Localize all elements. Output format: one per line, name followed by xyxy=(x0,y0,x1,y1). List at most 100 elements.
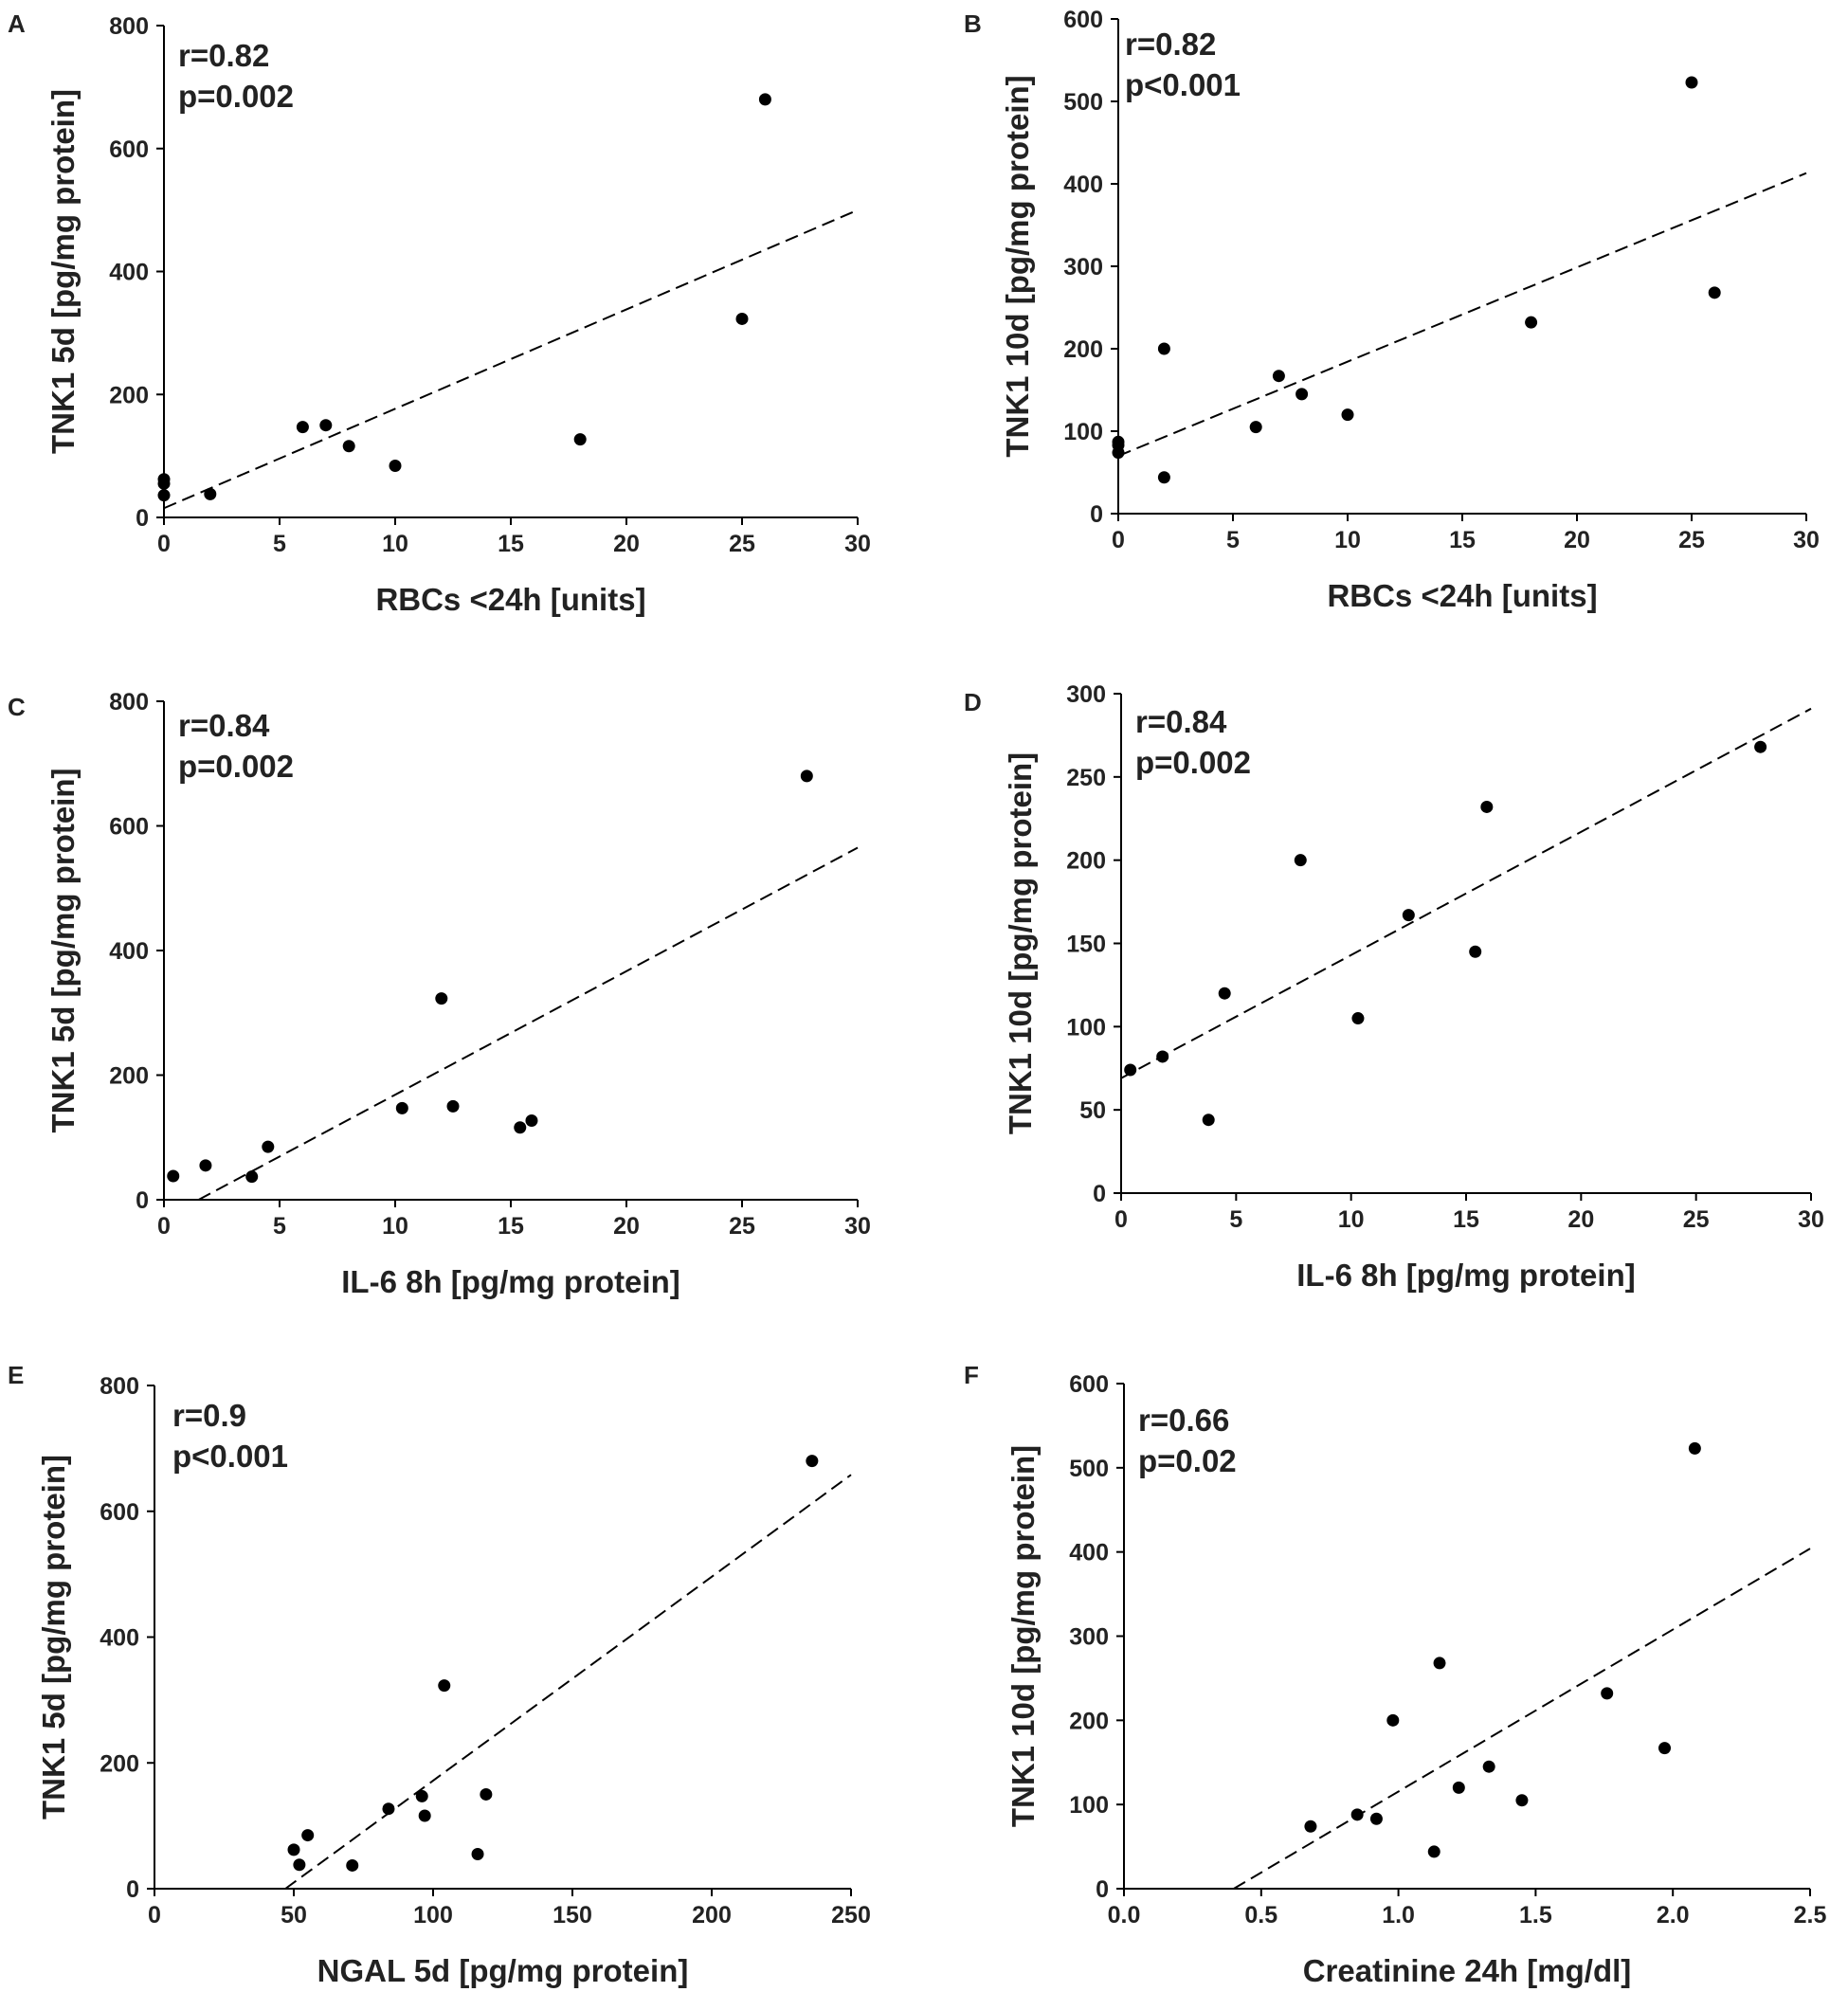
data-point xyxy=(1113,436,1125,448)
x-tick-label: 15 xyxy=(1449,527,1476,553)
data-point xyxy=(480,1788,492,1801)
y-tick-label: 400 xyxy=(109,260,149,286)
panel-letter: E xyxy=(8,1361,24,1389)
data-point xyxy=(419,1810,431,1822)
panel-letter: A xyxy=(8,9,26,38)
data-point xyxy=(574,433,587,445)
data-point xyxy=(1754,741,1766,753)
y-axis-title: TNK1 10d [pg/mg protein] xyxy=(1000,75,1035,457)
x-tick-label: 15 xyxy=(1453,1206,1479,1233)
x-tick-label: 0 xyxy=(1112,527,1125,553)
data-point xyxy=(158,489,171,501)
x-axis-title: IL-6 8h [pg/mg protein] xyxy=(341,1264,679,1299)
y-tick-label: 200 xyxy=(1069,1708,1109,1734)
data-point xyxy=(447,1100,460,1113)
y-tick-label: 400 xyxy=(100,1625,139,1652)
x-tick-label: 150 xyxy=(553,1902,592,1929)
data-point xyxy=(1709,286,1721,299)
x-tick-label: 5 xyxy=(1229,1206,1242,1233)
data-point xyxy=(1304,1820,1316,1833)
x-tick-label: 30 xyxy=(844,531,871,557)
y-tick-label: 600 xyxy=(1063,7,1103,33)
x-tick-label: 0.5 xyxy=(1244,1902,1277,1929)
y-tick-label: 200 xyxy=(109,1063,149,1090)
data-point xyxy=(806,1455,818,1467)
x-tick-label: 25 xyxy=(729,531,755,557)
data-point xyxy=(1434,1657,1446,1669)
regression-line xyxy=(1118,173,1806,456)
x-tick-label: 10 xyxy=(382,1213,408,1240)
x-tick-label: 20 xyxy=(613,531,640,557)
x-tick-label: 30 xyxy=(1793,527,1820,553)
x-tick-label: 50 xyxy=(281,1902,307,1929)
regression-line xyxy=(199,848,858,1200)
y-tick-label: 150 xyxy=(1066,932,1106,958)
data-point xyxy=(1295,854,1307,866)
p-value: p=0.002 xyxy=(178,749,294,784)
y-tick-label: 250 xyxy=(1066,765,1106,791)
x-axis-title: IL-6 8h [pg/mg protein] xyxy=(1296,1258,1635,1293)
data-point xyxy=(1658,1742,1671,1754)
data-point xyxy=(158,473,171,485)
x-axis-title: NGAL 5d [pg/mg protein] xyxy=(317,1953,689,1988)
panel-letter: D xyxy=(964,688,982,716)
data-point xyxy=(1403,909,1415,921)
x-axis-title: Creatinine 24h [mg/dl] xyxy=(1303,1953,1632,1988)
y-tick-label: 0 xyxy=(1090,501,1103,528)
y-tick-label: 100 xyxy=(1069,1792,1109,1819)
data-point xyxy=(1386,1714,1399,1727)
panel-e: E 0 50 100 150 200 250 0 200 400 600 800 NGAL 5d [pg… xyxy=(8,1361,871,1988)
y-tick-label: 0 xyxy=(1093,1181,1106,1207)
p-value: p=0.002 xyxy=(178,79,294,114)
y-tick-label: 0 xyxy=(136,505,149,532)
panel-f: F 0.0 0.5 1.0 1.5 2.0 2.5 0 100 200 300 400 500 600 Cr… xyxy=(964,1361,1826,1988)
x-tick-label: 5 xyxy=(273,1213,286,1240)
x-tick-label: 30 xyxy=(1798,1206,1824,1233)
x-tick-label: 0 xyxy=(148,1902,161,1929)
x-axis-title: RBCs <24h [units] xyxy=(375,582,645,617)
y-tick-label: 0 xyxy=(126,1876,139,1903)
y-tick-label: 400 xyxy=(1063,172,1103,198)
data-point xyxy=(514,1121,526,1133)
x-tick-label: 5 xyxy=(1226,527,1240,553)
x-tick-label: 5 xyxy=(273,531,286,557)
data-point xyxy=(435,992,447,1005)
x-tick-label: 25 xyxy=(1683,1206,1710,1233)
r-value: r=0.82 xyxy=(178,38,269,73)
data-point xyxy=(1351,1012,1364,1024)
regression-line xyxy=(285,1475,851,1889)
data-point xyxy=(1601,1687,1613,1699)
r-value: r=0.9 xyxy=(172,1398,246,1433)
data-point xyxy=(245,1170,258,1183)
data-point xyxy=(736,313,749,325)
data-point xyxy=(416,1790,428,1802)
x-tick-label: 1.5 xyxy=(1519,1902,1552,1929)
y-axis-title: TNK1 5d [pg/mg protein] xyxy=(36,1455,71,1820)
x-tick-label: 10 xyxy=(1334,527,1361,553)
y-tick-label: 300 xyxy=(1063,254,1103,281)
data-point xyxy=(301,1829,314,1841)
panel-a: A 0 5 10 15 20 25 30 0 200 400 600 800 RBCs <24h [uni… xyxy=(8,9,871,617)
x-tick-label: 0 xyxy=(1114,1206,1128,1233)
y-tick-label: 100 xyxy=(1063,419,1103,445)
data-point xyxy=(346,1859,358,1872)
r-value: r=0.66 xyxy=(1138,1403,1229,1438)
y-tick-label: 300 xyxy=(1069,1624,1109,1651)
data-point xyxy=(1158,343,1170,355)
y-axis-title: TNK1 5d [pg/mg protein] xyxy=(45,769,81,1133)
data-point xyxy=(1686,76,1698,88)
data-point xyxy=(262,1141,274,1153)
data-point xyxy=(1483,1761,1495,1773)
y-tick-label: 500 xyxy=(1069,1456,1109,1482)
p-value: p<0.001 xyxy=(172,1439,288,1474)
x-tick-label: 250 xyxy=(831,1902,871,1929)
data-point xyxy=(801,770,813,782)
data-point xyxy=(319,419,332,431)
data-point xyxy=(1351,1808,1364,1820)
y-tick-label: 500 xyxy=(1063,89,1103,116)
regression-line xyxy=(1234,1548,1810,1889)
data-point xyxy=(759,93,771,105)
y-tick-label: 600 xyxy=(100,1499,139,1526)
y-axis-title: TNK1 10d [pg/mg protein] xyxy=(1003,752,1038,1134)
x-tick-label: 25 xyxy=(729,1213,755,1240)
